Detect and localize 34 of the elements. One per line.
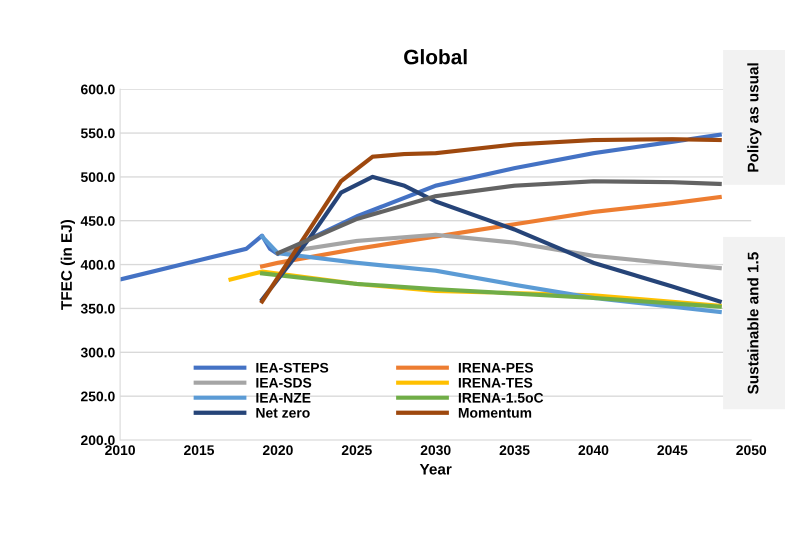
legend-label: IRENA-1.5oC	[458, 392, 544, 403]
line-series	[276, 179, 722, 256]
y-tick-label: 250.0	[80, 391, 115, 402]
x-tick-label: 2035	[500, 445, 530, 456]
legend-label: IEA-SDS	[256, 378, 312, 388]
legend-label: IRENA-TES	[458, 378, 532, 388]
line-series	[260, 137, 722, 304]
x-tick-label: 2045	[657, 445, 688, 456]
legend-label: IRENA-PES	[458, 362, 534, 373]
y-tick-label: 400.0	[80, 260, 115, 270]
y-axis-title: TFEC (in EJ)	[60, 220, 75, 310]
y-tick-label: 450.0	[80, 216, 115, 226]
x-tick-label: 2020	[262, 445, 293, 456]
y-tick-label: 200.0	[80, 435, 115, 446]
x-axis-title: Year	[420, 464, 452, 475]
y-tick-label: 350.0	[80, 304, 115, 314]
x-tick-label: 2050	[736, 445, 766, 456]
x-tick-label: 2010	[105, 445, 135, 456]
y-tick-label: 550.0	[80, 128, 115, 138]
y-tick-label: 300.0	[80, 348, 115, 358]
x-tick-label: 2030	[420, 445, 451, 456]
x-tick-label: 2015	[184, 445, 214, 456]
legend-label: IEA-STEPS	[256, 362, 328, 373]
y-tick-label: 600.0	[81, 84, 115, 94]
legend-label: Net zero	[256, 408, 310, 418]
chart-title: Global	[404, 49, 467, 64]
y-tick-label: 500.0	[80, 172, 115, 182]
annotation: Sustainable and 1.5	[747, 252, 758, 394]
legend-label: IEA-NZE	[256, 393, 310, 403]
x-tick-label: 2025	[342, 445, 372, 456]
annotation: Policy as usual	[747, 63, 762, 172]
legend-label: Momentum	[458, 408, 532, 418]
line-series	[276, 232, 722, 270]
x-tick-label: 2040	[578, 445, 608, 456]
